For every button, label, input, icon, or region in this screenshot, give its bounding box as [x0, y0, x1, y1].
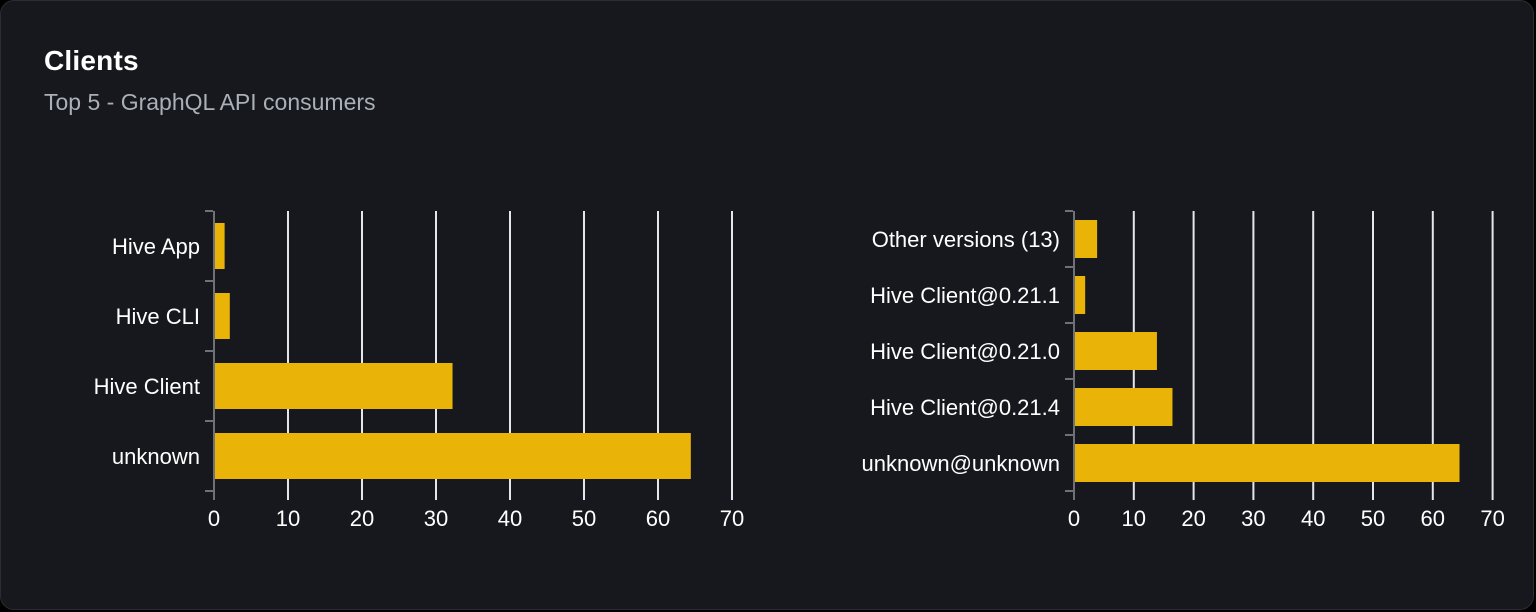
- x-tick-label: 50: [1361, 506, 1385, 531]
- x-tick-label: 10: [1122, 506, 1146, 531]
- clients-by-version-chart: 0 10 20 30 40 50 60 70 Other versions (13) Hive C…: [862, 210, 1505, 531]
- x-tick-label: 0: [208, 506, 220, 531]
- bar-hive-client@0.21.0[interactable]: [1075, 332, 1157, 370]
- category-label: Hive Client@0.21.0: [870, 339, 1060, 364]
- bar-unknown@unknown[interactable]: [1075, 444, 1460, 482]
- x-tick-label: 40: [1301, 506, 1325, 531]
- bar-hive-client[interactable]: [215, 363, 453, 409]
- bar-hive-app[interactable]: [215, 223, 225, 269]
- bar-hive-cli[interactable]: [215, 293, 230, 339]
- bar-other-versions-13-[interactable]: [1075, 220, 1098, 258]
- category-label: Hive Client@0.21.4: [870, 395, 1060, 420]
- x-tick-label: 50: [572, 506, 596, 531]
- card-subtitle: Top 5 - GraphQL API consumers: [44, 89, 376, 115]
- x-tick-label: 60: [1421, 506, 1445, 531]
- category-label: Hive CLI: [116, 304, 200, 329]
- category-label: unknown: [112, 444, 200, 469]
- x-tick-label: 10: [276, 506, 300, 531]
- x-tick-label: 20: [350, 506, 374, 531]
- x-tick-label: 70: [720, 506, 744, 531]
- x-tick-label: 0: [1068, 506, 1080, 531]
- category-label: Other versions (13): [872, 227, 1060, 252]
- category-label: Hive Client: [94, 374, 200, 399]
- clients-by-name-chart: 0 10 20 30 40 50 60 70 Hive App Hive CLI Hive Clie…: [94, 210, 744, 531]
- x-tick-label: 30: [424, 506, 448, 531]
- bar-unknown[interactable]: [215, 433, 691, 479]
- category-label: unknown@unknown: [862, 451, 1060, 476]
- x-tick-label: 40: [498, 506, 522, 531]
- bar-hive-client@0.21.4[interactable]: [1075, 388, 1173, 426]
- x-tick-label: 70: [1480, 506, 1504, 531]
- x-tick-label: 30: [1241, 506, 1265, 531]
- x-tick-label: 60: [646, 506, 670, 531]
- category-label: Hive Client@0.21.1: [870, 283, 1060, 308]
- x-tick-label: 20: [1181, 506, 1205, 531]
- card-header: Clients Top 5 - GraphQL API consumers: [44, 45, 376, 116]
- category-label: Hive App: [112, 234, 200, 259]
- bar-hive-client@0.21.1[interactable]: [1075, 276, 1086, 314]
- card-title: Clients: [44, 45, 139, 76]
